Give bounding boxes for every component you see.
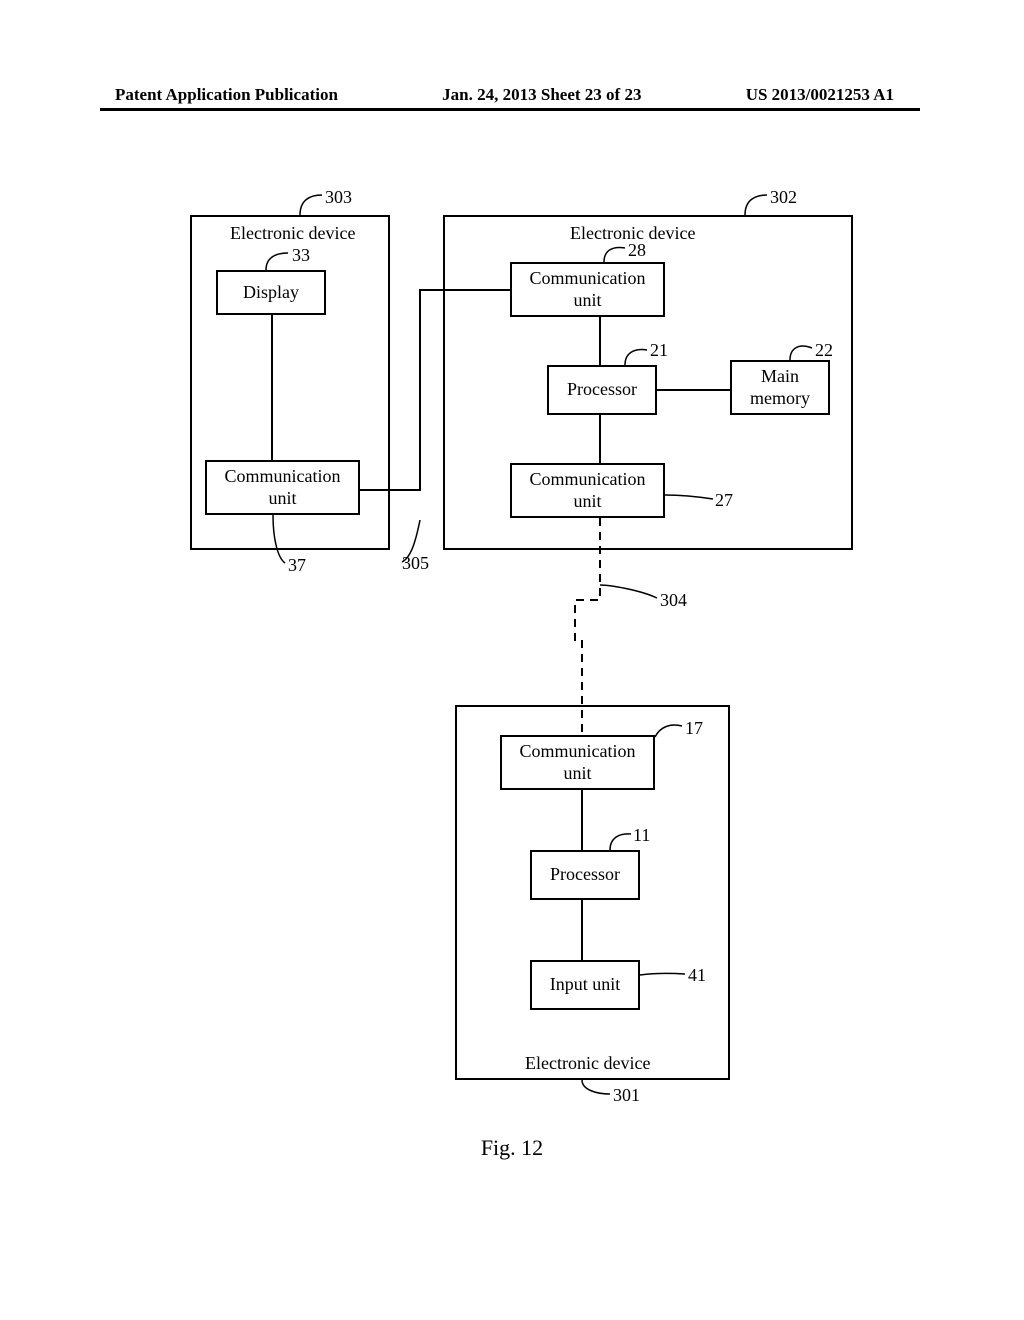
connectors-svg [0, 0, 1024, 1320]
figure-caption: Fig. 12 [0, 1135, 1024, 1161]
diagram-canvas: Electronic device Electronic device Elec… [0, 0, 1024, 1320]
